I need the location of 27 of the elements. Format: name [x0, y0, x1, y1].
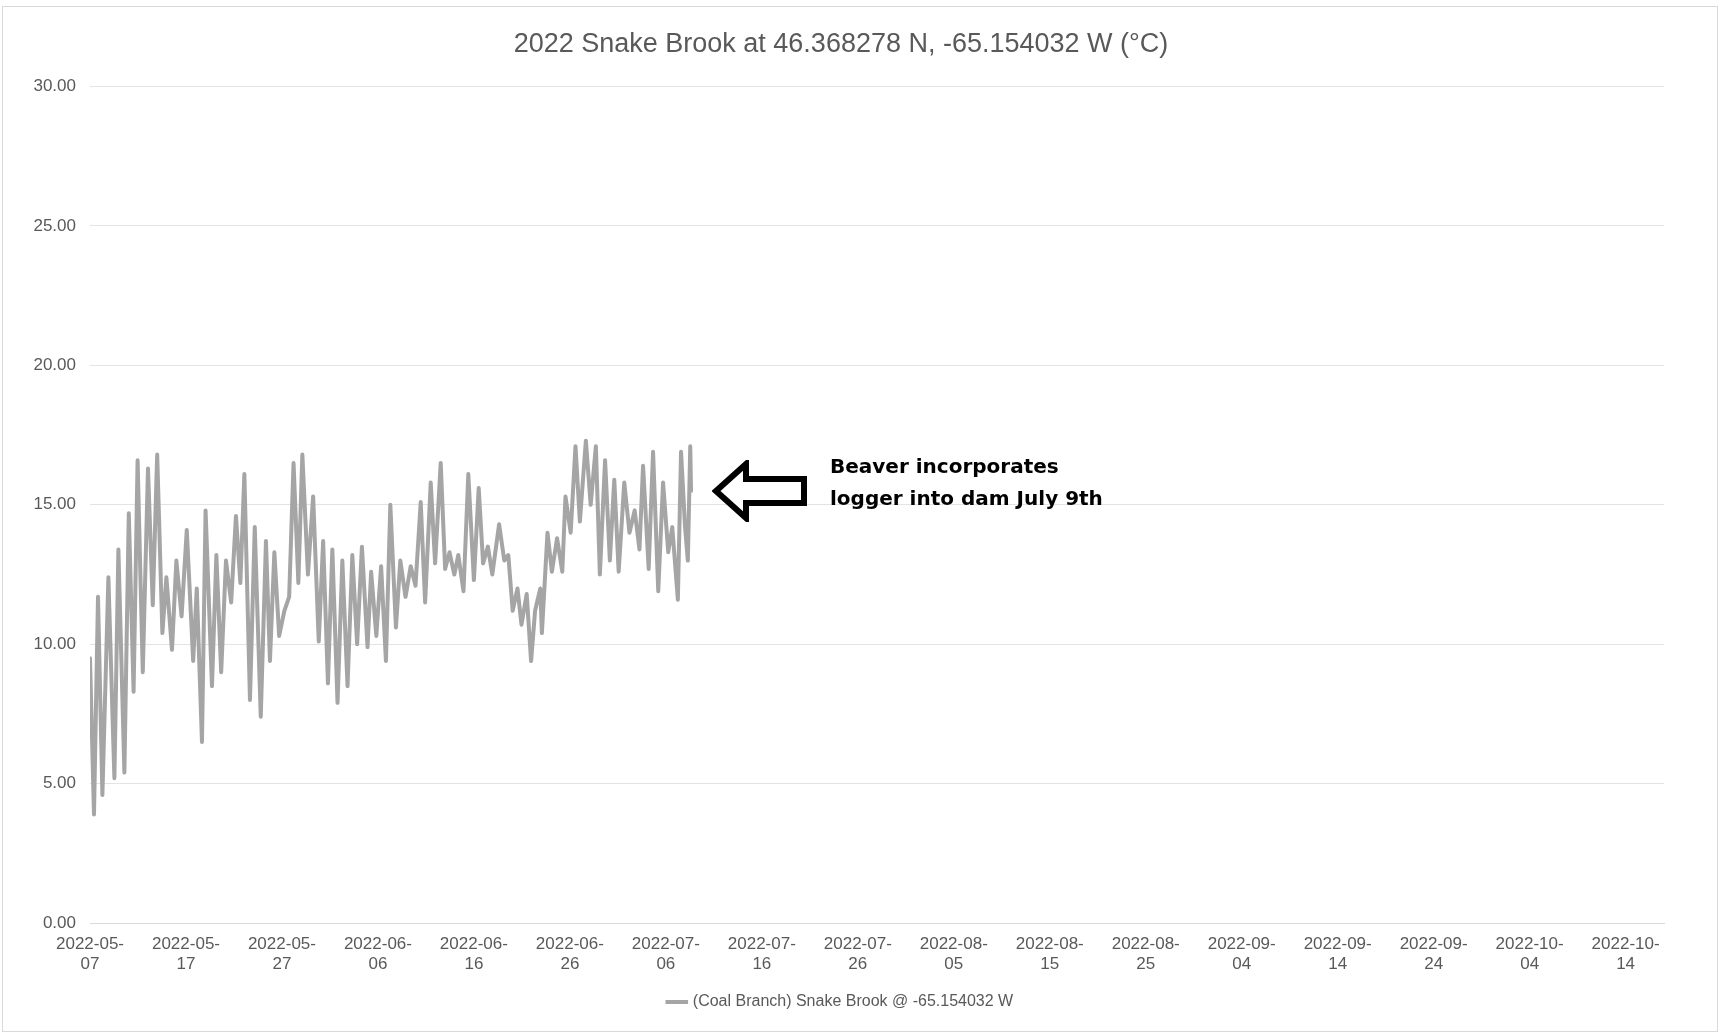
- y-tick-label: 5.00: [42, 773, 76, 793]
- y-tick-label: 20.00: [33, 355, 76, 375]
- x-tick-label: 2022-06- 26: [535, 934, 604, 974]
- x-tick-label: 2022-10- 14: [1591, 934, 1660, 974]
- y-tick-label: 30.00: [33, 76, 76, 96]
- chart-title: 2022 Snake Brook at 46.368278 N, -65.154032 W (°C): [513, 27, 1169, 58]
- y-tick-label: 25.00: [33, 215, 76, 235]
- x-tick-label: 2022-09- 04: [1207, 934, 1276, 974]
- x-tick-label: 2022-07- 26: [823, 934, 892, 974]
- x-tick-label: 2022-10- 04: [1495, 934, 1564, 974]
- x-tick-label: 2022-06- 16: [439, 934, 508, 974]
- y-tick-label: 10.00: [33, 633, 76, 653]
- x-tick-label: 2022-05- 27: [247, 934, 316, 974]
- x-tick-label: 2022-06- 06: [343, 934, 412, 974]
- annotation: Beaver incorporates logger into dam July 9th: [830, 453, 1103, 512]
- legend-label: (Coal Branch) Snake Brook @ -65.154032 W: [692, 992, 1015, 1010]
- x-tick-label: 2022-09- 14: [1303, 934, 1372, 974]
- x-tick-label: 2022-08- 05: [919, 934, 988, 974]
- y-tick-label: 15.00: [33, 494, 76, 514]
- x-tick-label: 2022-08- 15: [1015, 934, 1084, 974]
- x-tick-label: 2022-05- 17: [151, 934, 221, 974]
- x-tick-label: 2022-09- 24: [1399, 934, 1468, 974]
- x-tick-label: 2022-08- 25: [1111, 934, 1180, 974]
- x-tick-label: 2022-07- 16: [727, 934, 796, 974]
- y-tick-label: 0.00: [42, 912, 76, 932]
- x-tick-label: 2022-05- 07: [55, 934, 125, 974]
- x-tick-label: 2022-07- 06: [631, 934, 700, 974]
